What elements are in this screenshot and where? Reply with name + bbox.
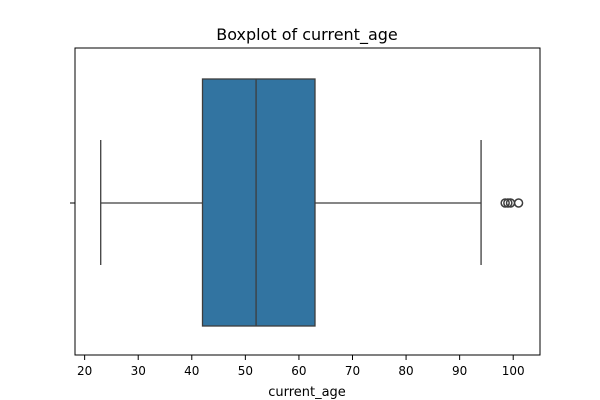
chart-title: Boxplot of current_age: [216, 25, 398, 45]
x-tick-label-90: 90: [452, 364, 467, 378]
x-tick-label-50: 50: [238, 364, 253, 378]
x-axis: 20 30 40 50 60 70 80 90 100: [70, 202, 525, 378]
x-tick-label-70: 70: [345, 364, 360, 378]
outlier-point-1: [503, 198, 513, 208]
outlier-point-3: [513, 198, 524, 208]
iqr-box: [201, 78, 316, 327]
x-tick-label-60: 60: [291, 364, 306, 378]
plot-layer: [100, 78, 524, 327]
x-tick-label-20: 20: [77, 364, 92, 378]
plot-frame: [74, 47, 541, 356]
x-tick-label-40: 40: [184, 364, 199, 378]
x-axis-label: current_age: [268, 385, 346, 400]
outlier-point-0: [500, 198, 510, 208]
x-tick-label-100: 100: [502, 364, 525, 378]
x-tick-label-80: 80: [398, 364, 413, 378]
x-tick-label-30: 30: [131, 364, 146, 378]
